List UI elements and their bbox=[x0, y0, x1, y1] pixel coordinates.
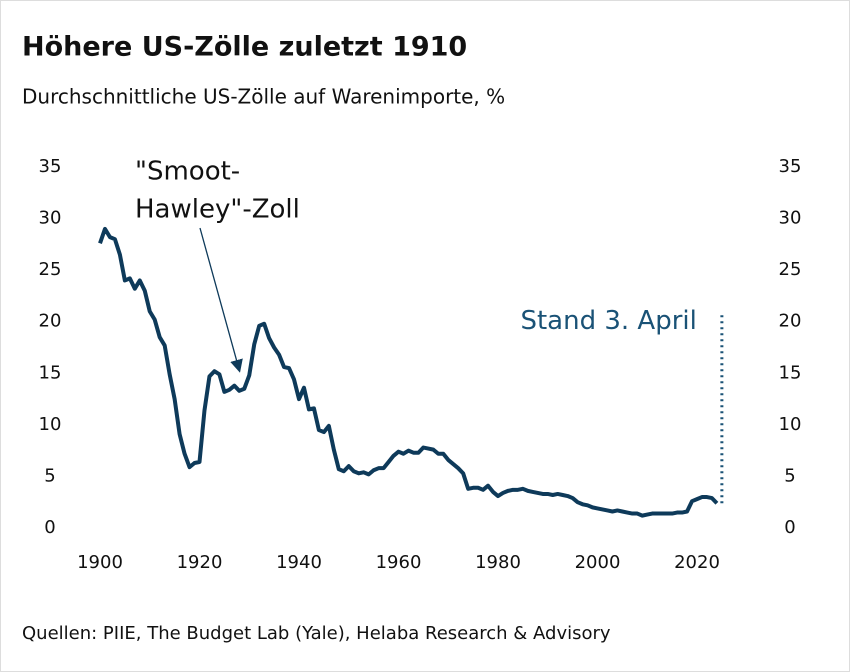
y-tick-label: 10 bbox=[39, 414, 62, 435]
x-tick-label: 2000 bbox=[575, 552, 621, 573]
x-tick-label: 1940 bbox=[276, 552, 322, 573]
y2-tick-label: 5 bbox=[784, 465, 795, 486]
y-tick-label: 20 bbox=[39, 311, 62, 332]
source: Quellen: PIIE, The Budget Lab (Yale), He… bbox=[22, 623, 611, 644]
x-tick-label: 1920 bbox=[177, 552, 223, 573]
x-tick-label: 1980 bbox=[475, 552, 521, 573]
y2-tick-label: 0 bbox=[784, 517, 795, 538]
y2-tick-label: 35 bbox=[779, 156, 802, 177]
x-tick-label: 1960 bbox=[376, 552, 422, 573]
y-tick-label: 0 bbox=[44, 517, 55, 538]
y-tick-label: 5 bbox=[44, 465, 55, 486]
y2-tick-label: 25 bbox=[779, 259, 802, 280]
y-tick-label: 15 bbox=[39, 362, 62, 383]
y-tick-label: 35 bbox=[39, 156, 62, 177]
x-tick-label: 2020 bbox=[674, 552, 720, 573]
line-series bbox=[98, 226, 719, 518]
chart-title: Höhere US-Zölle zuletzt 1910 bbox=[22, 32, 467, 63]
annotation-text: Hawley"-Zoll bbox=[135, 195, 300, 225]
x-tick-label: 1900 bbox=[77, 552, 123, 573]
y2-tick-label: 10 bbox=[779, 414, 802, 435]
annotation-text: "Smoot- bbox=[135, 157, 240, 187]
y-tick-label: 25 bbox=[39, 259, 62, 280]
annotation-arrow bbox=[199, 227, 243, 373]
y-tick-label: 30 bbox=[39, 208, 62, 229]
y2-tick-label: 15 bbox=[779, 362, 802, 383]
chart-subtitle: Durchschnittliche US-Zölle auf Warenimpo… bbox=[22, 85, 505, 109]
y2-tick-label: 20 bbox=[779, 311, 802, 332]
y2-tick-label: 30 bbox=[779, 208, 802, 229]
projection-label: Stand 3. April bbox=[520, 306, 696, 336]
